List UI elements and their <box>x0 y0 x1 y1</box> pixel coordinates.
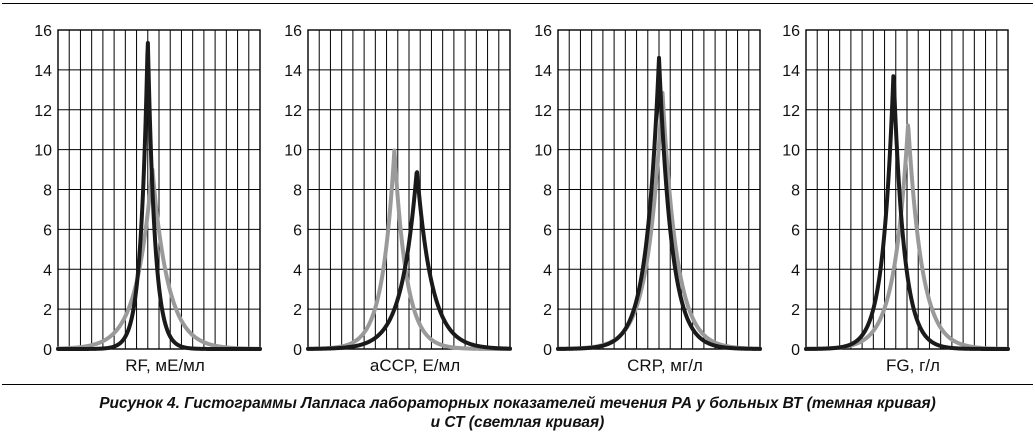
y-tick-label: 14 <box>284 63 302 80</box>
plot-frame <box>57 29 261 350</box>
caption-line-2: и СТ (светлая кривая) <box>430 414 605 431</box>
y-tick-label: 6 <box>293 222 302 239</box>
y-tick-label: 10 <box>34 143 52 160</box>
dark-curve-line <box>306 170 512 351</box>
x-axis-label: CRP, мг/л <box>627 356 703 375</box>
y-tick-label: 4 <box>543 262 552 279</box>
plot-frame <box>557 29 761 350</box>
y-tick-label: 0 <box>43 342 52 359</box>
y-tick-label: 4 <box>791 262 800 279</box>
y-tick-label: 0 <box>791 342 800 359</box>
y-tick-label: 10 <box>782 143 800 160</box>
dark-curve-line <box>556 55 762 351</box>
y-tick-label: 2 <box>293 302 302 319</box>
y-tick-label: 8 <box>543 183 552 200</box>
plot-frame <box>307 29 511 350</box>
dark-curve-line <box>56 40 262 351</box>
y-tick-label: 8 <box>43 183 52 200</box>
y-tick-label: 6 <box>543 222 552 239</box>
y-tick-label: 16 <box>284 23 302 40</box>
y-tick-label: 14 <box>34 63 52 80</box>
y-tick-label: 16 <box>534 23 552 40</box>
caption-rule <box>2 384 1033 385</box>
y-tick-label: 16 <box>782 23 800 40</box>
plot-frame <box>805 29 1009 350</box>
y-tick-label: 6 <box>43 222 52 239</box>
y-tick-label: 14 <box>534 63 552 80</box>
y-tick-label: 14 <box>782 63 800 80</box>
y-tick-label: 4 <box>43 262 52 279</box>
y-tick-label: 12 <box>534 103 552 120</box>
y-tick-label: 2 <box>43 302 52 319</box>
figure-caption: Рисунок 4. Гистограммы Лапласа лаборатор… <box>0 394 1035 432</box>
y-tick-label: 12 <box>284 103 302 120</box>
y-tick-label: 12 <box>34 103 52 120</box>
y-tick-label: 6 <box>791 222 800 239</box>
y-tick-label: 16 <box>34 23 52 40</box>
dark-curve-line <box>804 74 1010 351</box>
y-tick-label: 10 <box>534 143 552 160</box>
top-rule <box>2 3 1033 4</box>
y-tick-label: 12 <box>782 103 800 120</box>
caption-line-1: Рисунок 4. Гистограммы Лапласа лаборатор… <box>99 395 936 412</box>
y-tick-label: 0 <box>543 342 552 359</box>
y-tick-label: 8 <box>293 183 302 200</box>
x-axis-label: aCCP, Е/мл <box>370 356 460 375</box>
y-tick-label: 8 <box>791 183 800 200</box>
y-tick-label: 2 <box>543 302 552 319</box>
x-axis-label: FG, г/л <box>886 356 940 375</box>
y-tick-label: 2 <box>791 302 800 319</box>
y-tick-label: 0 <box>293 342 302 359</box>
y-tick-label: 4 <box>293 262 302 279</box>
x-axis-label: RF, мЕ/мл <box>125 356 205 375</box>
y-tick-label: 10 <box>284 143 302 160</box>
